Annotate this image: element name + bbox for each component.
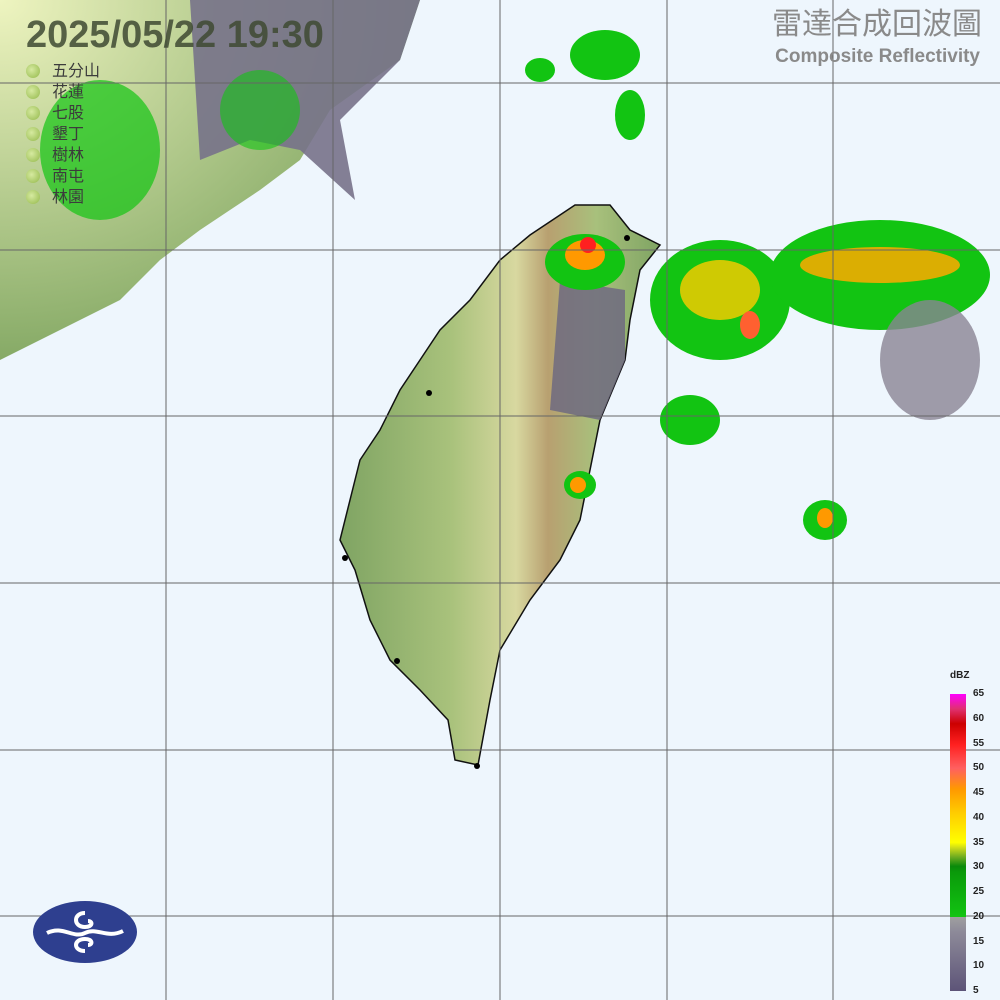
colorbar-tick-label: 30 <box>973 861 985 873</box>
colorbar-tick-label: 60 <box>973 712 985 724</box>
colorbar-tick-label: 10 <box>973 960 985 972</box>
colorbar-tick-label: 20 <box>973 910 985 922</box>
cwa-logo <box>33 901 137 963</box>
station-dot-icon <box>26 84 40 99</box>
colorbar-tick-label: 65 <box>973 688 985 699</box>
map-title: 雷達合成回波圖 <box>772 7 982 42</box>
station-dot-icon <box>26 147 40 162</box>
colorbar-tick-label: 15 <box>973 935 985 947</box>
colorbar-tick-label: 40 <box>973 811 985 823</box>
station-dot-icon <box>26 126 40 141</box>
cloud-swirl-icon <box>46 911 124 953</box>
radar-station-list: 五分山 花蓮 七股 墾丁 樹林 南屯 林園 <box>26 60 100 207</box>
colorbar-tick-label: 5 <box>973 985 979 996</box>
station-item: 墾丁 <box>26 123 100 144</box>
colorbar-tick-label: 50 <box>973 762 985 774</box>
station-dot-icon <box>26 63 40 78</box>
station-item: 南屯 <box>26 165 100 186</box>
radar-echoes <box>40 30 990 540</box>
station-item: 七股 <box>26 102 100 123</box>
colorbar-tick-label: 55 <box>973 737 985 749</box>
station-dot-icon <box>26 189 40 204</box>
colorbar-unit: dBZ <box>950 670 970 681</box>
colorbar-tick-label: 35 <box>973 836 985 848</box>
station-item: 五分山 <box>26 60 100 81</box>
map-subtitle: Composite Reflectivity <box>775 46 980 67</box>
colorbar-tick-label: 45 <box>973 787 985 798</box>
colorbar-tick-label: 25 <box>973 886 985 897</box>
radar-timestamp: 2025/05/22 19:30 <box>26 14 324 56</box>
station-dot-icon <box>26 105 40 120</box>
city-markers <box>342 235 630 769</box>
station-dot-icon <box>26 168 40 183</box>
station-item: 花蓮 <box>26 81 100 102</box>
station-item: 林園 <box>26 186 100 207</box>
station-item: 樹林 <box>26 144 100 165</box>
colorbar <box>950 694 966 991</box>
